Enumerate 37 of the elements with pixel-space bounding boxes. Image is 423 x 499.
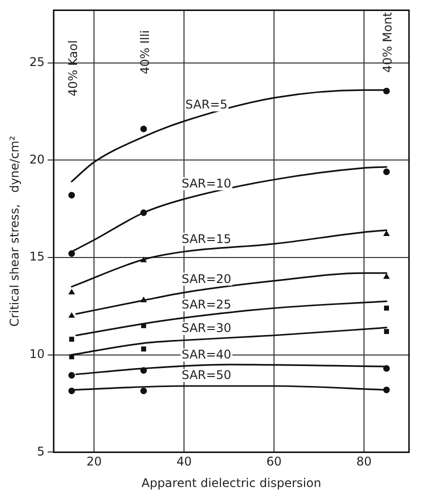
y-tick-label: 25 [29,54,45,69]
point [141,346,146,352]
x-tick-label: 80 [356,454,372,469]
series-label: SAR=5 [185,98,228,112]
line-series [75,300,388,336]
point [383,168,390,176]
annotation: 40% Mont [380,12,395,73]
point [384,329,389,334]
point [68,289,75,294]
series-label: SAR=10 [182,176,232,190]
point [384,274,390,279]
series-label: SAR=40 [182,348,232,362]
series-label: SAR=30 [182,321,232,336]
annotation: 40% Illi [138,30,152,74]
y-tick-label: 20 [29,152,45,166]
y-axis-title: Critical shear stress, dyne/cm² [7,136,22,327]
y-tick-label: 10 [29,346,45,361]
point [384,306,389,311]
point [69,336,74,342]
y-tick-label: 15 [29,250,45,264]
point [140,126,147,132]
point [68,312,75,318]
y-tick-label: 5 [37,444,45,458]
point [384,230,390,236]
point [69,354,74,360]
x-tick-label: 40 [176,454,192,469]
series-label: SAR=15 [182,232,232,246]
series-label: SAR=20 [182,272,232,286]
point [140,388,147,394]
series-label: SAR=25 [182,298,232,312]
x-tick-label: 60 [266,454,282,469]
point [68,372,75,379]
x-axis-title: Apparent dielectric dispersion [141,476,322,490]
series-label: SAR=50 [182,368,232,382]
x-tick-label: 20 [86,454,102,469]
point [68,192,75,198]
annotation: 40% Kaol [66,40,80,96]
